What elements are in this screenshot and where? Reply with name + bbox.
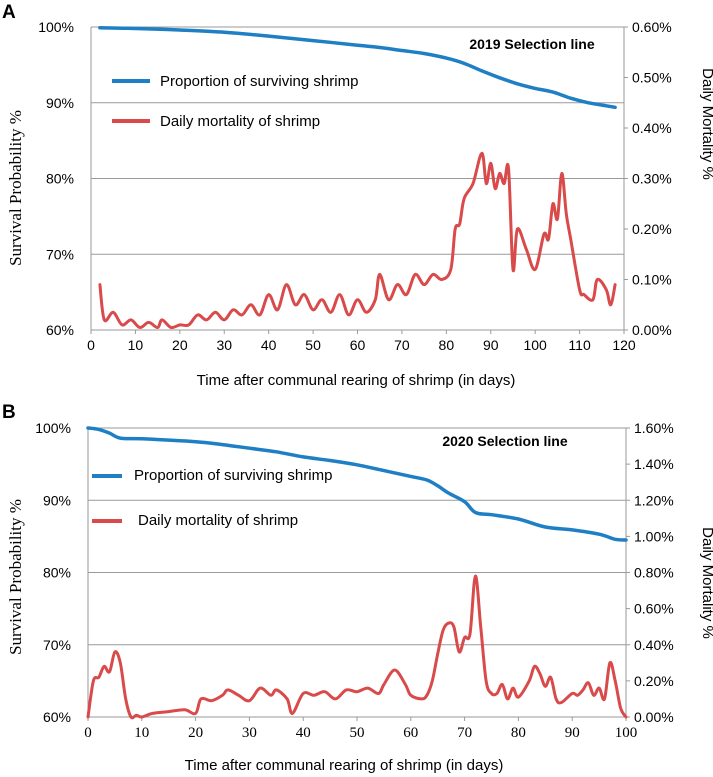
y-left-axis-label-b: Survival Probability % <box>6 499 25 655</box>
y-right-tick-b-5: 1.00% <box>634 528 674 544</box>
survival-line-b <box>86 426 628 542</box>
panel-a-chart: A 60% 70% 80% 90% 100% 0.00% 0.10% 0.20% 0.30% 0… <box>2 2 713 389</box>
legend-mortality-label-b: Daily mortality of shrimp <box>138 512 298 529</box>
x-tick-a-2: 20 <box>172 337 188 353</box>
y-right-axis-label-a: Daily Mortality % <box>699 68 713 180</box>
x-tick-b-1: 10 <box>134 725 149 741</box>
x-tick-b-5: 50 <box>350 725 365 741</box>
y-left-tick-b-0: 60% <box>43 709 71 725</box>
y-right-tick-b-3: 0.60% <box>634 601 674 617</box>
x-tick-a-11: 110 <box>568 337 591 353</box>
y-right-tick-a-6: 0.60% <box>632 19 672 35</box>
x-tick-b-9: 90 <box>565 725 580 741</box>
x-tick-b-0: 0 <box>84 725 92 741</box>
panel-letter-b: B <box>2 402 16 423</box>
x-tick-b-3: 30 <box>242 725 257 741</box>
y-left-tick-b-3: 90% <box>43 492 71 508</box>
chart-title-b: 2020 Selection line <box>442 433 567 449</box>
x-tick-b-2: 20 <box>188 725 203 741</box>
x-tick-a-3: 30 <box>216 337 232 353</box>
x-tick-b-10: 100 <box>615 725 638 741</box>
y-right-tick-b-1: 0.20% <box>634 673 674 689</box>
y-left-tick-b-2: 80% <box>43 565 71 581</box>
mortality-line-a <box>98 151 617 330</box>
mortality-line-b <box>86 574 628 720</box>
y-left-axis-label-a: Survival Probability % <box>6 110 25 266</box>
y-right-tick-b-8: 1.60% <box>634 420 674 436</box>
y-right-tick-a-0: 0.00% <box>632 322 672 338</box>
legend-survival-label-a: Proportion of surviving shrimp <box>160 73 358 90</box>
y-left-tick-b-4: 100% <box>35 420 71 436</box>
x-axis-label-a: Time after communal rearing of shrimp (i… <box>197 372 516 389</box>
x-tick-a-6: 60 <box>350 337 366 353</box>
y-right-tick-b-0: 0.00% <box>634 709 674 725</box>
x-tick-a-7: 70 <box>394 337 410 353</box>
x-tick-b-7: 70 <box>457 725 472 741</box>
y-left-tick-a-4: 100% <box>38 19 74 35</box>
y-left-tick-a-1: 70% <box>46 246 74 262</box>
y-right-tick-a-5: 0.50% <box>632 70 672 86</box>
panel-letter-a: A <box>2 2 16 23</box>
x-tick-a-10: 100 <box>523 337 547 353</box>
x-tick-b-6: 60 <box>403 725 418 741</box>
y-right-tick-b-4: 0.80% <box>634 565 674 581</box>
survival-line-a <box>98 26 617 110</box>
panel-b-chart: B 60% 70% 80% 90% 100% 0.00% 0.20% 0.40% 0.60% 0… <box>2 402 713 774</box>
x-tick-b-4: 40 <box>296 725 311 741</box>
x-axis-label-b: Time after communal rearing of shrimp (i… <box>185 757 504 774</box>
x-tick-b-8: 80 <box>511 725 526 741</box>
legend-survival-label-b: Proportion of surviving shrimp <box>134 467 332 484</box>
chart-title-a: 2019 Selection line <box>469 36 594 52</box>
x-tick-a-1: 10 <box>128 337 144 353</box>
y-left-tick-a-3: 90% <box>46 95 74 111</box>
x-tick-a-0: 0 <box>87 337 95 353</box>
y-right-axis-label-b: Daily Mortality % <box>699 527 713 639</box>
y-right-tick-a-2: 0.20% <box>632 221 672 237</box>
y-left-tick-a-0: 60% <box>46 322 74 338</box>
x-tick-a-4: 40 <box>261 337 277 353</box>
x-tick-a-5: 50 <box>305 337 321 353</box>
legend-mortality-label-a: Daily mortality of shrimp <box>160 113 320 130</box>
x-tick-a-9: 90 <box>483 337 499 353</box>
y-left-tick-a-2: 80% <box>46 171 74 187</box>
y-right-tick-a-4: 0.40% <box>632 120 672 136</box>
y-right-tick-b-6: 1.20% <box>634 492 674 508</box>
y-right-tick-a-3: 0.30% <box>632 171 672 187</box>
y-left-tick-b-1: 70% <box>43 637 71 653</box>
x-tick-a-8: 80 <box>439 337 455 353</box>
y-right-tick-b-7: 1.40% <box>634 456 674 472</box>
y-right-tick-b-2: 0.40% <box>634 637 674 653</box>
y-right-tick-a-1: 0.10% <box>632 272 672 288</box>
x-tick-a-12: 120 <box>612 337 636 353</box>
